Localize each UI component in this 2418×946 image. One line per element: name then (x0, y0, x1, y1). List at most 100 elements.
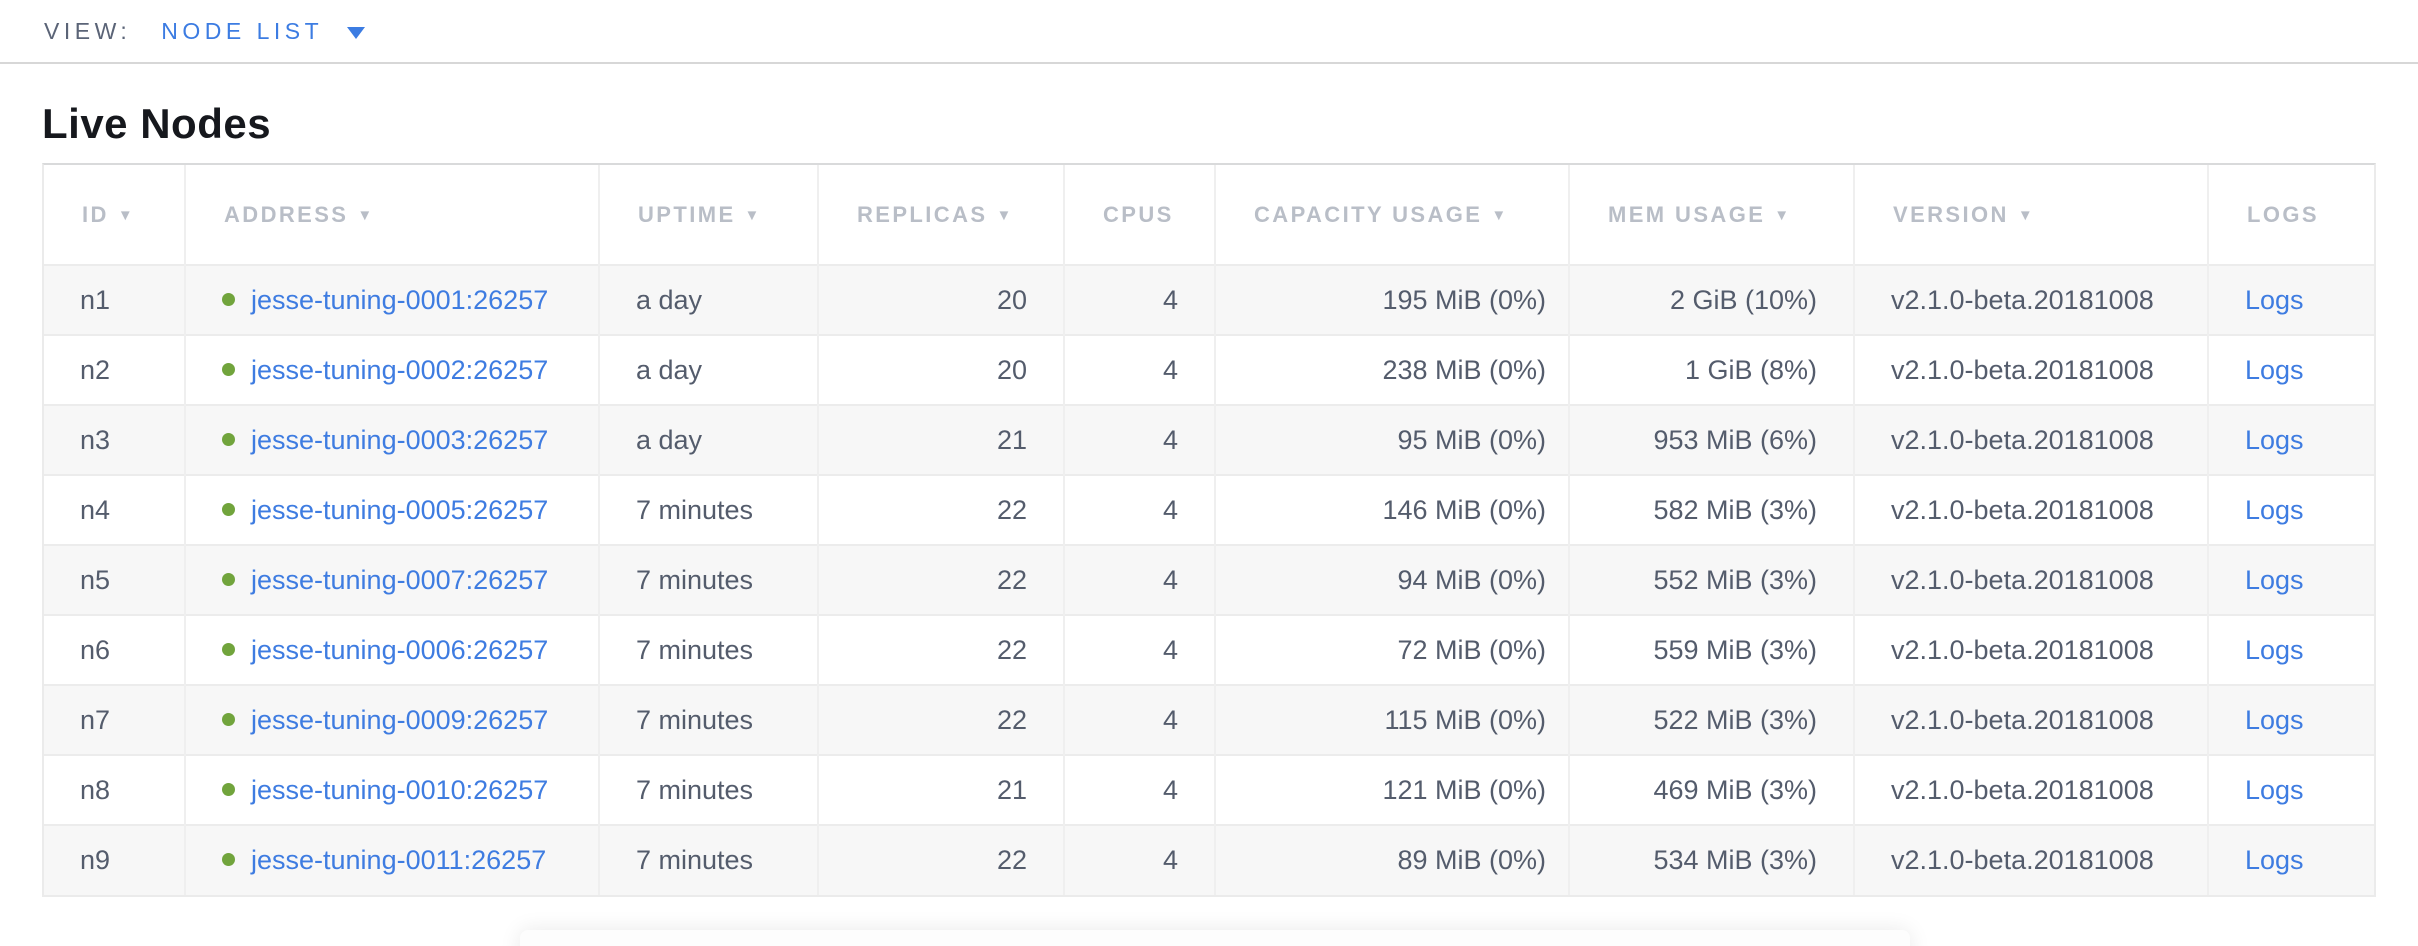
cell-node-id: n8 (44, 754, 185, 825)
node-address-link[interactable]: jesse-tuning-0006:26257 (251, 634, 549, 665)
table-row: n5 jesse-tuning-0007:26257 7 minutes 22 … (44, 544, 2374, 615)
logs-link[interactable]: Logs (2245, 354, 2304, 385)
cpus-value: 4 (1162, 284, 1178, 315)
node-address-link[interactable]: jesse-tuning-0001:26257 (251, 284, 549, 315)
cell-cpus: 4 (1063, 334, 1215, 405)
mem-usage-value: 534 MiB (3%) (1653, 845, 1817, 875)
cpus-value: 4 (1162, 634, 1178, 665)
column-header-label: UPTIME (638, 201, 736, 227)
page-title: Live Nodes (42, 100, 272, 147)
cell-replicas: 21 (817, 404, 1064, 475)
cell-mem-usage: 582 MiB (3%) (1568, 474, 1854, 545)
column-header-uptime[interactable]: UPTIME ▼ (598, 165, 818, 265)
logs-link[interactable]: Logs (2245, 704, 2304, 735)
column-header-replicas[interactable]: REPLICAS ▼ (817, 165, 1064, 265)
logs-link[interactable]: Logs (2245, 564, 2304, 595)
table-row: n4 jesse-tuning-0005:26257 7 minutes 22 … (44, 474, 2374, 545)
version-value: v2.1.0-beta.20181008 (1891, 704, 2154, 735)
cell-logs: Logs (2207, 614, 2374, 685)
node-id: n7 (80, 704, 111, 735)
view-selector-dropdown[interactable]: NODE LIST (161, 17, 366, 45)
sort-arrow-icon: ▼ (117, 206, 136, 224)
table-row: n8 jesse-tuning-0010:26257 7 minutes 21 … (44, 754, 2374, 825)
cpus-value: 4 (1162, 494, 1178, 525)
cell-replicas: 22 (817, 614, 1064, 685)
cell-version: v2.1.0-beta.20181008 (1853, 824, 2208, 895)
logs-link[interactable]: Logs (2245, 494, 2304, 525)
live-status-dot-icon (222, 572, 235, 586)
node-address-link[interactable]: jesse-tuning-0009:26257 (251, 704, 549, 735)
live-status-dot-icon (222, 642, 235, 656)
cell-address: jesse-tuning-0010:26257 (184, 754, 599, 825)
cell-mem-usage: 2 GiB (10%) (1568, 264, 1854, 335)
cell-node-id: n6 (44, 614, 185, 685)
logs-link[interactable]: Logs (2245, 634, 2304, 665)
column-header-id[interactable]: ID ▼ (44, 165, 185, 265)
column-header-version[interactable]: VERSION ▼ (1853, 165, 2208, 265)
sort-arrow-icon: ▼ (996, 206, 1014, 224)
table-row: n1 jesse-tuning-0001:26257 a day 20 4 19… (44, 264, 2374, 335)
logs-link[interactable]: Logs (2245, 424, 2304, 455)
view-bar: VIEW: NODE LIST (0, 0, 2418, 62)
cell-version: v2.1.0-beta.20181008 (1853, 614, 2208, 685)
cell-cpus: 4 (1063, 684, 1215, 755)
node-id: n8 (80, 774, 111, 805)
replicas-value: 20 (996, 284, 1027, 315)
node-address-link[interactable]: jesse-tuning-0007:26257 (251, 564, 549, 595)
uptime-value: a day (636, 354, 703, 385)
logs-link[interactable]: Logs (2245, 845, 2304, 875)
mem-usage-value: 522 MiB (3%) (1653, 704, 1817, 735)
live-status-dot-icon (222, 712, 235, 726)
cell-uptime: 7 minutes (598, 754, 818, 825)
column-header-address[interactable]: ADDRESS ▼ (184, 165, 599, 265)
uptime-value: a day (636, 284, 703, 315)
node-address-link[interactable]: jesse-tuning-0003:26257 (251, 424, 549, 455)
version-value: v2.1.0-beta.20181008 (1891, 564, 2154, 595)
node-address-link[interactable]: jesse-tuning-0011:26257 (251, 845, 547, 875)
cell-cpus: 4 (1063, 404, 1215, 475)
cell-logs: Logs (2207, 824, 2374, 895)
replicas-value: 21 (996, 424, 1027, 455)
node-address-link[interactable]: jesse-tuning-0010:26257 (251, 774, 549, 805)
logs-link[interactable]: Logs (2245, 284, 2304, 315)
next-section-card-edge (520, 930, 1910, 946)
cell-address: jesse-tuning-0002:26257 (184, 334, 599, 405)
cell-capacity-usage: 146 MiB (0%) (1214, 474, 1569, 545)
version-value: v2.1.0-beta.20181008 (1891, 634, 2154, 665)
column-header-mem[interactable]: MEM USAGE ▼ (1568, 165, 1854, 265)
cpus-value: 4 (1162, 704, 1178, 735)
column-header-label: ADDRESS (224, 201, 349, 227)
node-id: n3 (80, 424, 111, 455)
replicas-value: 22 (996, 704, 1027, 735)
logs-link[interactable]: Logs (2245, 774, 2304, 805)
sort-arrow-icon: ▼ (357, 206, 375, 224)
cell-cpus: 4 (1063, 614, 1215, 685)
cell-version: v2.1.0-beta.20181008 (1853, 334, 2208, 405)
node-id: n5 (80, 564, 111, 595)
column-header-label: VERSION (1893, 201, 2009, 227)
column-header-label: CPUS (1103, 201, 1174, 227)
cell-replicas: 22 (817, 474, 1064, 545)
version-value: v2.1.0-beta.20181008 (1891, 494, 2154, 525)
cpus-value: 4 (1162, 774, 1178, 805)
cell-capacity-usage: 121 MiB (0%) (1214, 754, 1569, 825)
node-address-link[interactable]: jesse-tuning-0005:26257 (251, 494, 549, 525)
cell-replicas: 20 (817, 334, 1064, 405)
cell-capacity-usage: 72 MiB (0%) (1214, 614, 1569, 685)
cell-logs: Logs (2207, 684, 2374, 755)
column-header-capacity[interactable]: CAPACITY USAGE ▼ (1214, 165, 1569, 265)
uptime-value: a day (636, 424, 703, 455)
cell-uptime: 7 minutes (598, 824, 818, 895)
uptime-value: 7 minutes (636, 704, 754, 735)
cell-logs: Logs (2207, 544, 2374, 615)
mem-usage-value: 552 MiB (3%) (1653, 564, 1817, 595)
node-address-link[interactable]: jesse-tuning-0002:26257 (251, 354, 549, 385)
cell-replicas: 22 (817, 824, 1064, 895)
cell-node-id: n5 (44, 544, 185, 615)
cell-logs: Logs (2207, 754, 2374, 825)
version-value: v2.1.0-beta.20181008 (1891, 845, 2154, 875)
column-header-logs: LOGS (2207, 165, 2374, 265)
cell-address: jesse-tuning-0003:26257 (184, 404, 599, 475)
cell-replicas: 22 (817, 544, 1064, 615)
view-selector-value: NODE LIST (161, 17, 324, 44)
